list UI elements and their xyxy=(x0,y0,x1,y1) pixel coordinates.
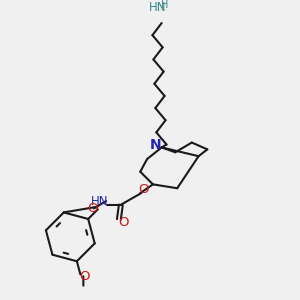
Text: HN: HN xyxy=(149,1,166,14)
Text: O: O xyxy=(79,270,89,283)
Text: O: O xyxy=(118,216,129,229)
Text: O: O xyxy=(88,202,98,215)
Text: H: H xyxy=(161,0,169,11)
Text: HN: HN xyxy=(91,195,108,208)
Text: O: O xyxy=(138,183,148,196)
Text: N: N xyxy=(150,137,162,152)
